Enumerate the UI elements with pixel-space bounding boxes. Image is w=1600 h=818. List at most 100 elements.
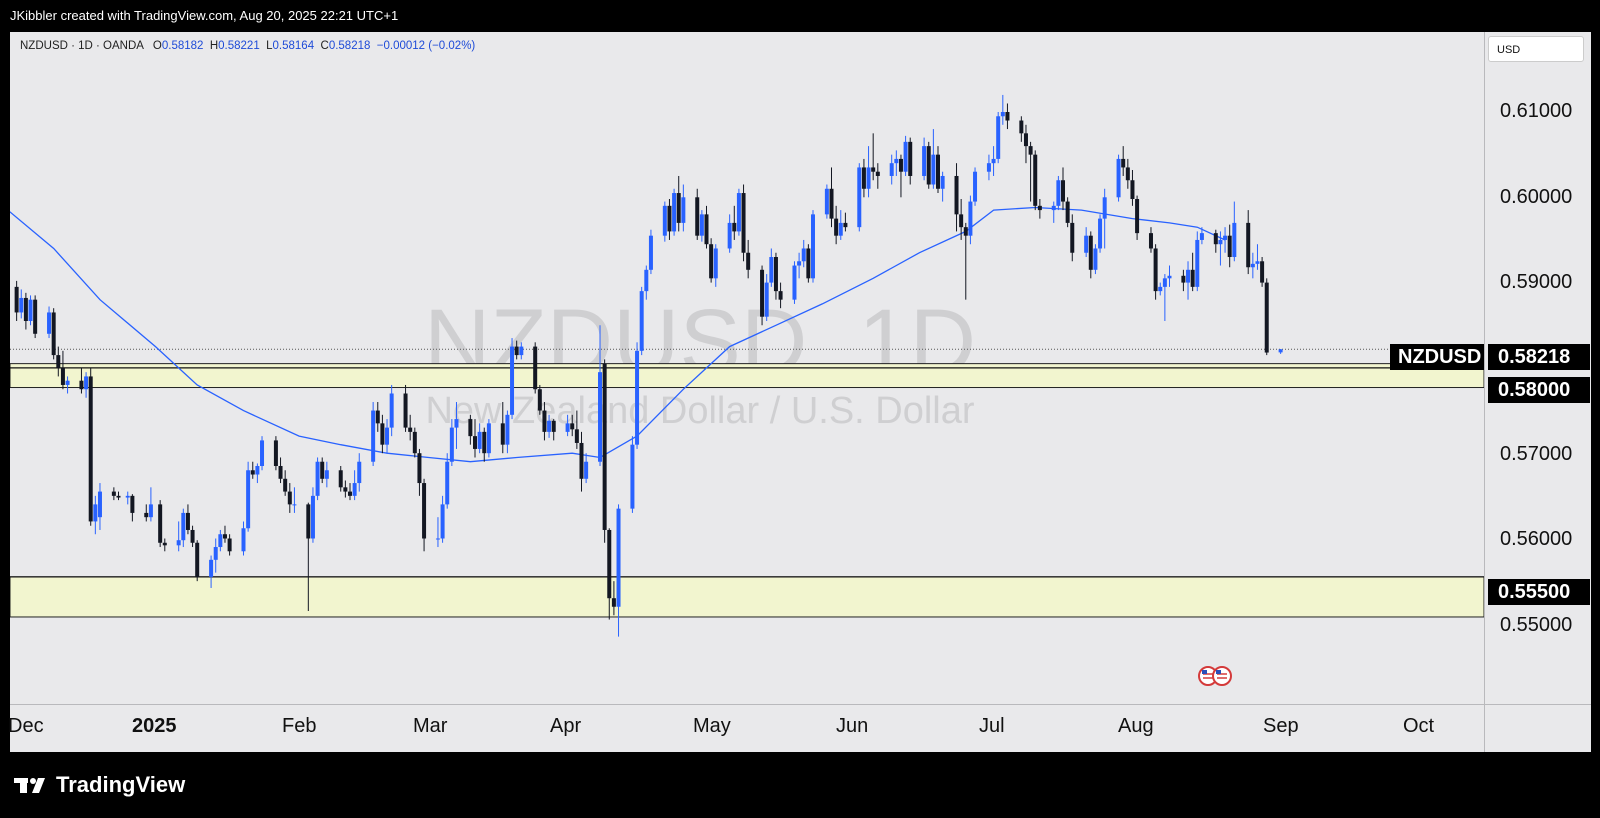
- candle-body: [1264, 282, 1269, 353]
- candle-body: [287, 491, 292, 505]
- candle-body: [1028, 146, 1033, 155]
- candle-body: [125, 495, 130, 498]
- candle-body: [51, 312, 56, 356]
- candle-body: [1121, 158, 1126, 168]
- candle-body: [65, 380, 70, 385]
- candle-body: [667, 205, 672, 232]
- candle-body: [28, 299, 33, 321]
- legend-close: 0.58218: [328, 40, 371, 52]
- candle-body: [1218, 239, 1223, 245]
- time-label-dec: Dec: [8, 715, 44, 737]
- candle-body: [97, 491, 102, 518]
- moving-average-line: [10, 206, 1226, 463]
- candle-body: [505, 414, 510, 445]
- candle-body: [732, 222, 737, 232]
- candle-body: [1037, 205, 1042, 211]
- price-tick: 0.57000: [1500, 443, 1573, 465]
- candle-body: [482, 431, 487, 454]
- current-price-tag: 0.58218: [1488, 344, 1590, 370]
- time-label-apr: Apr: [550, 715, 582, 737]
- chart-area[interactable]: NZDUSD, 1D New Zealand Dollar / U.S. Dol…: [10, 32, 1484, 704]
- candle-body: [1000, 112, 1005, 117]
- candle-body: [968, 201, 973, 236]
- candle-body: [1167, 275, 1172, 279]
- price-tick: 0.59000: [1500, 271, 1573, 293]
- candle-body: [144, 512, 149, 518]
- candle-body: [834, 218, 839, 236]
- candle-body: [1227, 235, 1232, 258]
- candle-body: [537, 389, 542, 411]
- candle-body: [47, 312, 52, 334]
- candle-body: [93, 504, 98, 522]
- candle-body: [162, 542, 167, 546]
- candle-body: [352, 483, 357, 496]
- candle-body: [56, 355, 61, 368]
- candle-body: [1148, 233, 1153, 249]
- symbol-tag: NZDUSD: [1390, 344, 1484, 370]
- candle-body: [412, 431, 417, 454]
- time-label-sep: Sep: [1263, 715, 1299, 737]
- candle-body: [454, 419, 459, 428]
- legend-close-label: C: [320, 40, 329, 52]
- candle-body: [195, 542, 200, 577]
- candle-body: [1223, 235, 1228, 240]
- candle-body: [1153, 248, 1158, 292]
- currency-button[interactable]: USD: [1488, 36, 1584, 62]
- candle-body: [222, 534, 227, 539]
- candlestick-chart[interactable]: [10, 32, 1484, 704]
- candle-body: [648, 235, 653, 270]
- candle-body: [283, 478, 288, 492]
- candle-body: [991, 158, 996, 164]
- candle-body: [79, 380, 84, 390]
- candle-body: [746, 252, 751, 270]
- candle-body: [713, 248, 718, 279]
- candle-body: [23, 297, 28, 321]
- candle-body: [185, 512, 190, 530]
- legend-change: −0.00012 (−0.02%): [376, 40, 476, 52]
- candle-body: [672, 193, 677, 232]
- candle-body: [320, 461, 325, 479]
- candle-body: [181, 512, 186, 541]
- candle-body: [371, 410, 376, 462]
- candle-body: [1098, 218, 1103, 249]
- candle-body: [908, 141, 913, 176]
- legend-low: 0.58164: [272, 40, 315, 52]
- candle-body: [598, 372, 603, 462]
- candle-body: [898, 158, 903, 172]
- candle-body: [1065, 201, 1070, 223]
- candle-body: [829, 188, 834, 219]
- candle-body: [218, 534, 223, 548]
- candle-body: [408, 427, 413, 432]
- time-label-jun: Jun: [836, 715, 869, 737]
- candle-body: [963, 227, 968, 236]
- candle-body: [422, 483, 427, 539]
- candle-body: [959, 214, 964, 228]
- candle-body: [445, 461, 450, 505]
- candle-body: [273, 440, 278, 466]
- candle-body: [449, 427, 454, 462]
- candle-body: [926, 146, 931, 185]
- candle-body: [824, 188, 829, 215]
- candle-body: [1186, 269, 1191, 283]
- candle-body: [551, 420, 556, 432]
- header-bar: JKibbler created with TradingView.com, A…: [0, 0, 1600, 32]
- ohlc-legend: NZDUSD · 1D · OANDA O0.58182 H0.58221 L0…: [20, 40, 475, 52]
- tradingview-logo-icon: [14, 778, 45, 793]
- legend-low-label: L: [266, 40, 273, 52]
- time-label-mar: Mar: [413, 715, 448, 737]
- candle-body: [616, 508, 621, 607]
- time-axis[interactable]: [10, 704, 1484, 753]
- candle-body: [1250, 263, 1255, 268]
- candle-body: [389, 393, 394, 428]
- candle-body: [306, 504, 311, 539]
- candle-body: [338, 470, 343, 488]
- footer-bar: TradingView: [0, 752, 1600, 818]
- time-label-aug: Aug: [1118, 715, 1154, 737]
- candle-body: [704, 214, 709, 245]
- time-label-feb: Feb: [282, 715, 317, 737]
- candle-body: [347, 491, 352, 496]
- candle-body: [111, 491, 116, 496]
- tradingview-logo[interactable]: TradingView: [14, 772, 185, 798]
- candle-body: [1190, 269, 1195, 287]
- candle-body: [1005, 112, 1010, 121]
